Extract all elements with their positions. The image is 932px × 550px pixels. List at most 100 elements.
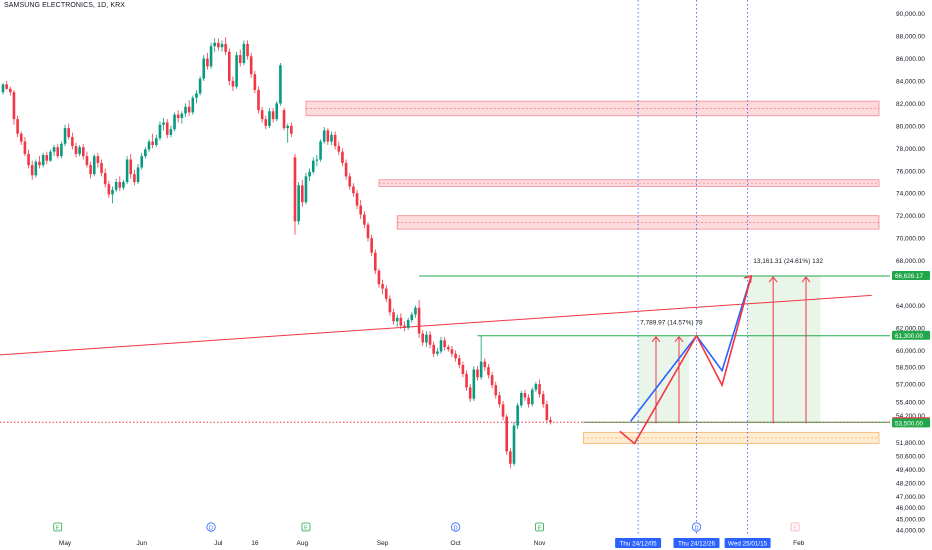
candle-body [187,106,191,113]
candle-body [425,334,428,343]
price-tick-label: 68,000.00 [896,258,925,265]
candle-body [410,314,414,321]
time-axis: May Jun Jul 16 Aug Sep Oct Nov Feb Thu 24/12/05 Th… [53,522,805,548]
candle-body [253,74,257,90]
projection-arrow-head [744,274,753,284]
price-tick-label: 51,800.00 [896,440,925,447]
measure-arrow-head [768,276,778,283]
candle-body [457,358,461,365]
candle-body [465,373,468,388]
time-tick-label: 16 [251,540,259,547]
price-tick-label: 76,000.00 [896,168,925,175]
candle-body [461,364,465,374]
candle-body [479,361,483,378]
dividend-marker [206,522,216,532]
candle-body [260,110,264,120]
candle-body [406,320,410,328]
candle-body [213,42,216,47]
price-badge-label: 53,500.00 [895,420,924,427]
price-tick-label: 86,000.00 [896,56,925,63]
date-badge-label: Thu 24/12/26 [678,541,716,548]
candle-body [428,334,432,345]
price-tick-label: 58,500.00 [896,365,925,372]
event-marker-label: D [209,525,213,531]
candle-body [27,153,30,166]
projection-path-red [619,275,753,445]
price-axis: 90,000.00 88,000.00 86,000.00 84,000.00 82,0… [892,11,930,535]
price-tick-label: 48,200.00 [896,480,925,487]
candle-body [275,103,279,120]
candle-body [228,51,231,81]
price-tick-label: 46,000.00 [896,505,925,512]
earnings-marker [535,522,544,532]
candle-body [297,185,300,222]
price-badge [892,418,930,428]
candles [1,37,552,469]
time-tick-label: Jul [214,540,223,547]
candle-body [271,111,275,120]
candle-body [249,56,253,75]
candle-body [238,55,242,64]
candle-body [377,270,381,285]
candle-body [206,58,209,67]
candle-body [140,156,143,168]
candle-body [231,80,235,87]
candle-body [549,419,552,423]
candle-body [144,149,147,157]
candle-body [5,84,8,89]
candle-body [509,451,512,464]
candle-body [501,404,505,417]
candle-body [96,156,100,163]
candle-body [359,205,362,215]
time-tick-label: Oct [451,540,461,547]
candle-body [209,46,213,67]
candle-body [107,184,111,195]
candle-body [344,162,348,177]
candle-body [520,393,523,406]
candle-body [333,134,337,147]
candle-body [114,182,118,190]
candle-body [78,147,81,154]
measure-label: 13,161.31 (24.61%) 132 [753,258,823,265]
time-tick-label: Feb [793,540,805,547]
candle-body [155,138,158,145]
measure-arrow-head [801,276,811,283]
candle-body [198,78,202,94]
date-badge [724,538,771,548]
candle-body [56,147,60,157]
price-tick-label: 70,000.00 [896,236,925,243]
candle-body [118,182,122,188]
candle-body [23,141,27,154]
candle-body [235,55,238,87]
candle-body [527,397,530,405]
date-badge-label: Thu 24/12/05 [620,541,658,548]
price-tick-label: 84,000.00 [896,78,925,85]
price-tick-label: 74,000.00 [896,191,925,198]
candle-body [443,340,446,348]
price-badge [892,271,930,281]
earnings-marker [790,522,800,532]
candle-body [45,155,49,161]
date-badge [615,538,662,548]
candle-body [381,284,384,289]
price-tick-label: 57,000.00 [896,382,925,389]
candle-body [421,333,425,343]
candle-body [308,171,311,177]
candle-body [111,189,114,195]
candle-body [494,385,498,396]
candle-body [71,137,74,147]
measure-box [747,276,821,424]
price-tick-label: 72,000.00 [896,213,925,220]
candle-body [523,393,527,398]
candle-body [282,110,286,129]
earnings-marker [301,522,311,532]
candle-body [202,58,206,79]
candle-body [414,307,417,315]
candle-body [74,146,78,154]
candle-body [34,161,38,176]
price-tick-label: 44,000.00 [896,528,925,535]
candle-body [217,42,220,48]
candle-body [286,125,289,129]
time-tick-label: Nov [534,540,546,547]
